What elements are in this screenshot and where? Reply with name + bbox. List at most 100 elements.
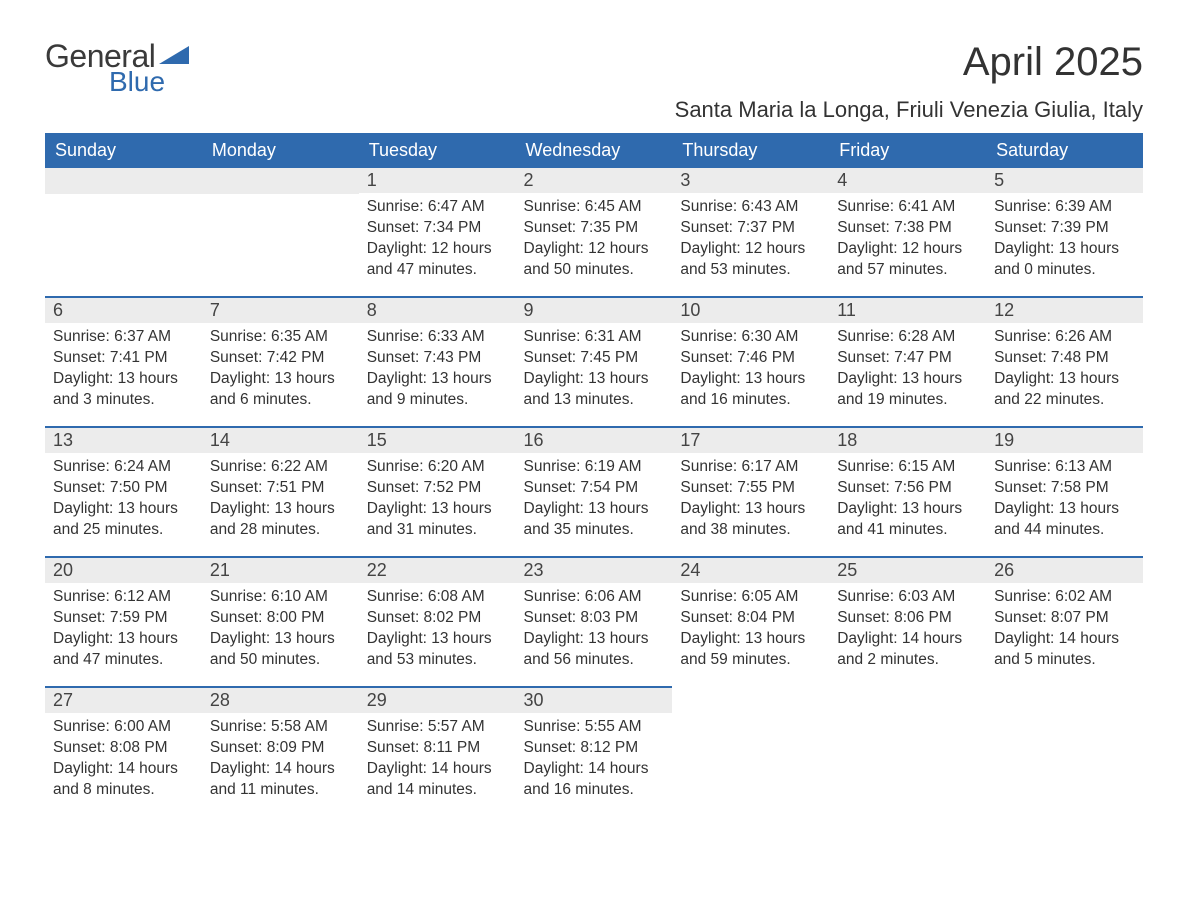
day-dl1-text: Daylight: 13 hours <box>53 499 194 520</box>
day-details: Sunrise: 6:30 AMSunset: 7:46 PMDaylight:… <box>672 323 829 419</box>
calendar-day-cell: 12Sunrise: 6:26 AMSunset: 7:48 PMDayligh… <box>986 297 1143 427</box>
calendar-day-cell: 27Sunrise: 6:00 AMSunset: 8:08 PMDayligh… <box>45 687 202 816</box>
day-sunrise-text: Sunrise: 6:19 AM <box>524 457 665 478</box>
day-sunrise-text: Sunrise: 6:02 AM <box>994 587 1135 608</box>
day-details: Sunrise: 6:10 AMSunset: 8:00 PMDaylight:… <box>202 583 359 679</box>
day-sunset-text: Sunset: 8:09 PM <box>210 738 351 759</box>
day-details: Sunrise: 6:03 AMSunset: 8:06 PMDaylight:… <box>829 583 986 679</box>
day-details: Sunrise: 6:13 AMSunset: 7:58 PMDaylight:… <box>986 453 1143 549</box>
day-number-empty <box>829 687 986 713</box>
day-sunset-text: Sunset: 7:42 PM <box>210 348 351 369</box>
location-subtitle: Santa Maria la Longa, Friuli Venezia Giu… <box>675 97 1143 123</box>
day-dl1-text: Daylight: 12 hours <box>524 239 665 260</box>
day-dl1-text: Daylight: 13 hours <box>994 239 1135 260</box>
calendar-week-row: 20Sunrise: 6:12 AMSunset: 7:59 PMDayligh… <box>45 557 1143 687</box>
calendar-day-cell: 23Sunrise: 6:06 AMSunset: 8:03 PMDayligh… <box>516 557 673 687</box>
day-sunrise-text: Sunrise: 6:20 AM <box>367 457 508 478</box>
day-dl2-text: and 11 minutes. <box>210 780 351 801</box>
month-title: April 2025 <box>675 40 1143 85</box>
brand-blue-text: Blue <box>109 68 189 96</box>
day-details: Sunrise: 6:02 AMSunset: 8:07 PMDaylight:… <box>986 583 1143 679</box>
day-details: Sunrise: 6:41 AMSunset: 7:38 PMDaylight:… <box>829 193 986 289</box>
day-number: 13 <box>45 428 202 453</box>
calendar-day-cell: 26Sunrise: 6:02 AMSunset: 8:07 PMDayligh… <box>986 557 1143 687</box>
day-sunrise-text: Sunrise: 6:43 AM <box>680 197 821 218</box>
day-dl2-text: and 31 minutes. <box>367 520 508 541</box>
day-dl2-text: and 14 minutes. <box>367 780 508 801</box>
weekday-header: Tuesday <box>359 133 516 168</box>
day-sunrise-text: Sunrise: 6:31 AM <box>524 327 665 348</box>
day-details: Sunrise: 6:15 AMSunset: 7:56 PMDaylight:… <box>829 453 986 549</box>
calendar-day-cell: 25Sunrise: 6:03 AMSunset: 8:06 PMDayligh… <box>829 557 986 687</box>
day-dl2-text: and 3 minutes. <box>53 390 194 411</box>
day-number: 7 <box>202 298 359 323</box>
day-dl2-text: and 5 minutes. <box>994 650 1135 671</box>
day-details: Sunrise: 6:43 AMSunset: 7:37 PMDaylight:… <box>672 193 829 289</box>
day-details: Sunrise: 6:06 AMSunset: 8:03 PMDaylight:… <box>516 583 673 679</box>
day-dl2-text: and 53 minutes. <box>367 650 508 671</box>
day-number-empty <box>45 168 202 194</box>
title-block: April 2025 Santa Maria la Longa, Friuli … <box>675 40 1143 123</box>
calendar-day-cell: 30Sunrise: 5:55 AMSunset: 8:12 PMDayligh… <box>516 687 673 816</box>
calendar-day-cell: 2Sunrise: 6:45 AMSunset: 7:35 PMDaylight… <box>516 168 673 297</box>
weekday-header: Saturday <box>986 133 1143 168</box>
day-sunrise-text: Sunrise: 6:22 AM <box>210 457 351 478</box>
day-number-empty <box>202 168 359 194</box>
day-number: 12 <box>986 298 1143 323</box>
day-number-empty <box>672 687 829 713</box>
day-details: Sunrise: 6:33 AMSunset: 7:43 PMDaylight:… <box>359 323 516 419</box>
day-sunrise-text: Sunrise: 6:30 AM <box>680 327 821 348</box>
day-dl1-text: Daylight: 13 hours <box>210 629 351 650</box>
day-dl2-text: and 0 minutes. <box>994 260 1135 281</box>
day-number: 28 <box>202 688 359 713</box>
day-number: 15 <box>359 428 516 453</box>
calendar-day-cell <box>45 168 202 297</box>
day-details: Sunrise: 6:35 AMSunset: 7:42 PMDaylight:… <box>202 323 359 419</box>
calendar-day-cell: 17Sunrise: 6:17 AMSunset: 7:55 PMDayligh… <box>672 427 829 557</box>
day-number: 9 <box>516 298 673 323</box>
day-sunrise-text: Sunrise: 6:13 AM <box>994 457 1135 478</box>
calendar-day-cell: 21Sunrise: 6:10 AMSunset: 8:00 PMDayligh… <box>202 557 359 687</box>
day-sunset-text: Sunset: 8:06 PM <box>837 608 978 629</box>
day-dl2-text: and 57 minutes. <box>837 260 978 281</box>
day-dl1-text: Daylight: 14 hours <box>367 759 508 780</box>
day-dl2-text: and 56 minutes. <box>524 650 665 671</box>
day-sunset-text: Sunset: 7:58 PM <box>994 478 1135 499</box>
day-sunrise-text: Sunrise: 6:45 AM <box>524 197 665 218</box>
day-number: 18 <box>829 428 986 453</box>
calendar-day-cell: 9Sunrise: 6:31 AMSunset: 7:45 PMDaylight… <box>516 297 673 427</box>
calendar-day-cell: 10Sunrise: 6:30 AMSunset: 7:46 PMDayligh… <box>672 297 829 427</box>
day-sunrise-text: Sunrise: 6:03 AM <box>837 587 978 608</box>
calendar-day-cell: 13Sunrise: 6:24 AMSunset: 7:50 PMDayligh… <box>45 427 202 557</box>
day-number: 17 <box>672 428 829 453</box>
day-number: 20 <box>45 558 202 583</box>
day-dl1-text: Daylight: 13 hours <box>210 499 351 520</box>
day-dl2-text: and 9 minutes. <box>367 390 508 411</box>
calendar-day-cell: 29Sunrise: 5:57 AMSunset: 8:11 PMDayligh… <box>359 687 516 816</box>
calendar-day-cell <box>829 687 986 816</box>
day-details: Sunrise: 6:39 AMSunset: 7:39 PMDaylight:… <box>986 193 1143 289</box>
day-details: Sunrise: 5:57 AMSunset: 8:11 PMDaylight:… <box>359 713 516 809</box>
calendar-week-row: 13Sunrise: 6:24 AMSunset: 7:50 PMDayligh… <box>45 427 1143 557</box>
calendar-day-cell: 14Sunrise: 6:22 AMSunset: 7:51 PMDayligh… <box>202 427 359 557</box>
day-number: 23 <box>516 558 673 583</box>
day-dl1-text: Daylight: 13 hours <box>524 499 665 520</box>
day-sunrise-text: Sunrise: 6:26 AM <box>994 327 1135 348</box>
day-number: 29 <box>359 688 516 713</box>
day-number: 1 <box>359 168 516 193</box>
day-sunset-text: Sunset: 8:07 PM <box>994 608 1135 629</box>
day-details: Sunrise: 6:26 AMSunset: 7:48 PMDaylight:… <box>986 323 1143 419</box>
day-details: Sunrise: 6:17 AMSunset: 7:55 PMDaylight:… <box>672 453 829 549</box>
day-dl2-text: and 50 minutes. <box>210 650 351 671</box>
day-details: Sunrise: 6:31 AMSunset: 7:45 PMDaylight:… <box>516 323 673 419</box>
calendar-day-cell: 6Sunrise: 6:37 AMSunset: 7:41 PMDaylight… <box>45 297 202 427</box>
day-number: 22 <box>359 558 516 583</box>
day-dl2-text: and 47 minutes. <box>53 650 194 671</box>
day-sunrise-text: Sunrise: 6:33 AM <box>367 327 508 348</box>
day-sunset-text: Sunset: 7:38 PM <box>837 218 978 239</box>
calendar-day-cell: 22Sunrise: 6:08 AMSunset: 8:02 PMDayligh… <box>359 557 516 687</box>
day-dl1-text: Daylight: 13 hours <box>680 499 821 520</box>
day-sunrise-text: Sunrise: 5:55 AM <box>524 717 665 738</box>
day-details: Sunrise: 6:05 AMSunset: 8:04 PMDaylight:… <box>672 583 829 679</box>
day-sunset-text: Sunset: 7:35 PM <box>524 218 665 239</box>
